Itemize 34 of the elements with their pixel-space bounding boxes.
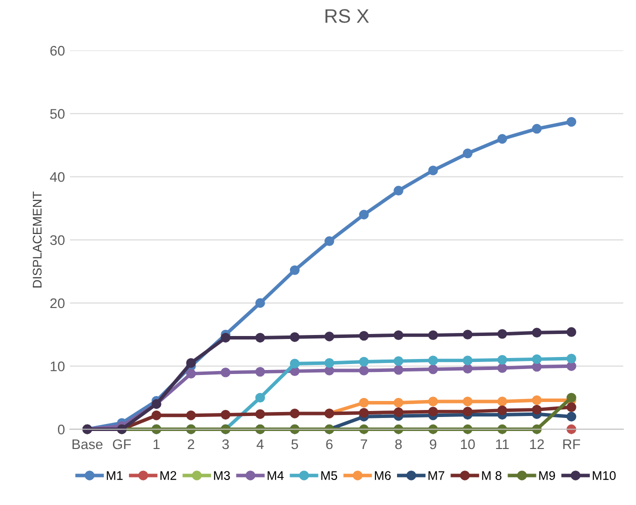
y-tick-label: 10 [50,361,65,372]
x-tick-label: 2 [188,439,194,450]
legend-label: M2 [160,471,176,480]
x-tick-label: Base [72,439,102,450]
y-tick-label: 30 [50,235,65,246]
legend-label: M6 [374,471,391,480]
x-tick-label: 5 [291,439,298,450]
y-tick-label: 20 [50,298,65,308]
y-tick-label: 0 [58,424,65,434]
legend-label: M1 [106,471,123,480]
chart-title: RS X [326,9,369,23]
x-tick-label: 10 [460,439,475,450]
legend-label: M7 [428,471,444,480]
y-tick-label: 50 [50,108,65,119]
legend-label: M4 [268,471,284,480]
x-tick-label: 1 [154,439,160,450]
x-tick-label: 9 [430,439,436,450]
legend-label: M10 [592,471,616,480]
legend-label: M 8 [482,471,502,480]
legend-label: M3 [214,471,230,480]
legend-label: M5 [321,471,338,480]
x-tick-label: 6 [326,439,333,450]
legend-label: M9 [539,471,555,480]
y-tick-label: 60 [50,46,65,56]
y-axis-title: DISPLACEMENT [32,192,42,288]
x-tick-label: 3 [222,439,229,450]
x-tick-label: 7 [360,439,368,450]
x-tick-label: 4 [256,439,264,450]
x-tick-label: GF [112,439,131,450]
x-tick-label: 12 [530,439,544,450]
x-tick-label: 8 [395,439,402,450]
y-tick-label: 40 [50,172,65,182]
x-tick-label: 11 [496,439,509,450]
x-tick-label: RF [563,439,580,450]
